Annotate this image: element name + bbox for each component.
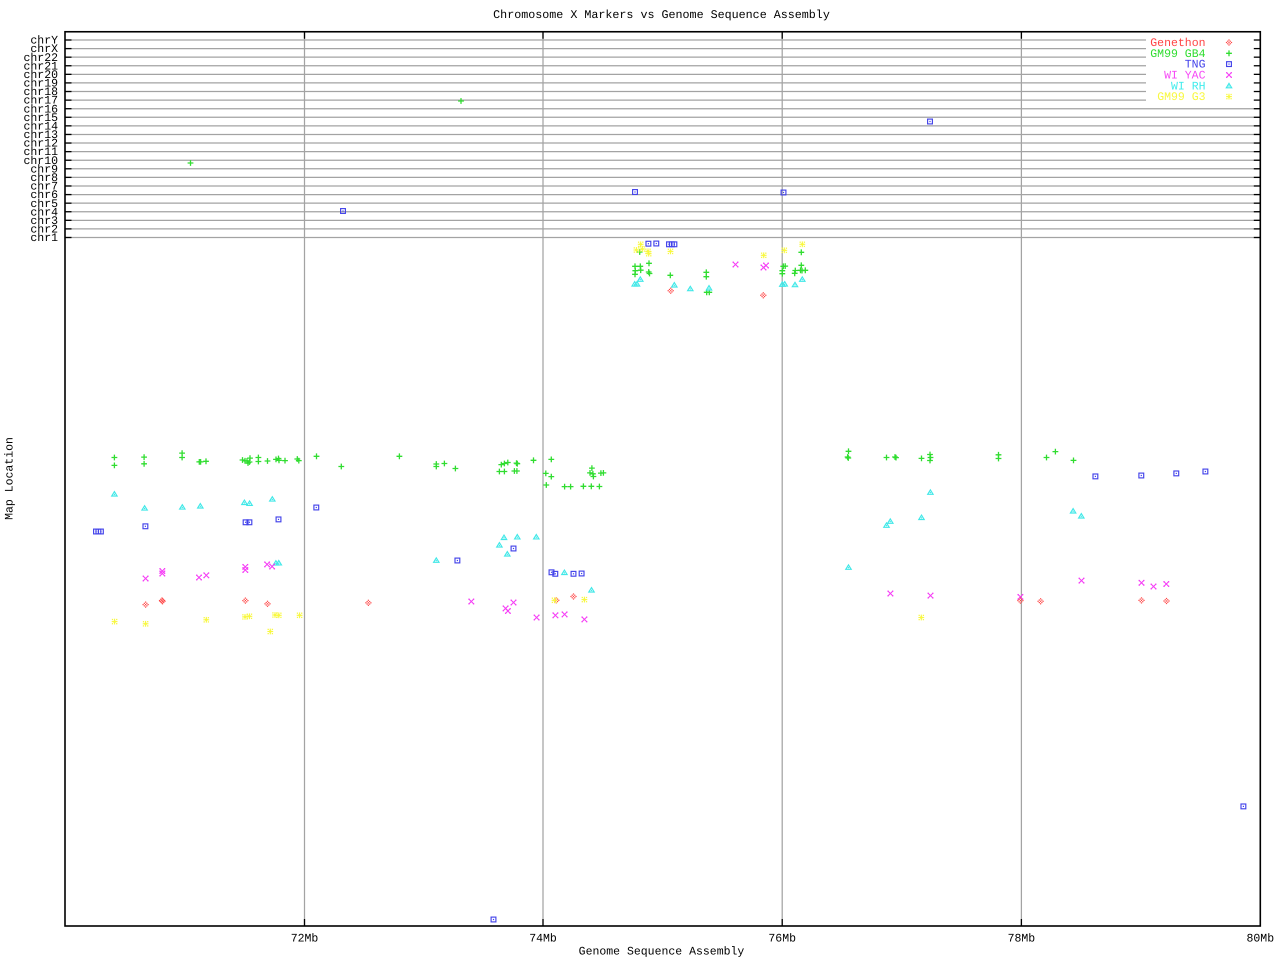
svg-text:80Mb: 80Mb	[1246, 933, 1274, 946]
svg-text:chrX: chrX	[30, 43, 58, 56]
svg-text:chr22: chr22	[23, 52, 58, 65]
svg-text:chr20: chr20	[23, 69, 58, 82]
svg-text:chr2: chr2	[30, 224, 58, 237]
svg-text:GM99 GB4: GM99 GB4	[1150, 48, 1205, 61]
svg-text:GM99 G3: GM99 G3	[1157, 91, 1205, 104]
svg-text:Map Location: Map Location	[4, 437, 17, 520]
svg-text:chr15: chr15	[23, 112, 58, 125]
svg-text:chr9: chr9	[30, 163, 58, 176]
svg-text:chr16: chr16	[23, 103, 58, 116]
svg-text:74Mb: 74Mb	[529, 933, 557, 946]
svg-text:WI YAC: WI YAC	[1164, 70, 1206, 83]
svg-text:chr3: chr3	[30, 215, 58, 228]
svg-text:chr18: chr18	[23, 86, 58, 99]
svg-text:chr5: chr5	[30, 198, 58, 211]
svg-text:chr14: chr14	[23, 120, 58, 133]
svg-text:chr21: chr21	[23, 60, 58, 73]
svg-text:76Mb: 76Mb	[768, 933, 796, 946]
svg-text:chr6: chr6	[30, 189, 58, 202]
svg-text:chr7: chr7	[30, 181, 58, 194]
svg-text:chr8: chr8	[30, 172, 58, 185]
svg-text:chr4: chr4	[30, 206, 58, 219]
svg-text:chr1: chr1	[30, 232, 58, 245]
svg-text:Genethon: Genethon	[1150, 37, 1205, 50]
svg-text:78Mb: 78Mb	[1008, 933, 1036, 946]
svg-text:chr17: chr17	[23, 95, 58, 108]
svg-text:Genome Sequence Assembly: Genome Sequence Assembly	[579, 946, 745, 959]
svg-text:chr10: chr10	[23, 155, 58, 168]
svg-text:chr11: chr11	[23, 146, 58, 159]
svg-text:chr12: chr12	[23, 138, 58, 151]
svg-text:72Mb: 72Mb	[291, 933, 319, 946]
svg-text:WI RH: WI RH	[1171, 80, 1206, 93]
svg-text:chr19: chr19	[23, 78, 58, 91]
svg-text:chrY: chrY	[30, 35, 58, 48]
svg-text:chr13: chr13	[23, 129, 58, 142]
svg-text:TNG: TNG	[1185, 59, 1206, 72]
svg-text:Chromosome X Markers vs Genome: Chromosome X Markers vs Genome Sequence …	[493, 8, 830, 22]
